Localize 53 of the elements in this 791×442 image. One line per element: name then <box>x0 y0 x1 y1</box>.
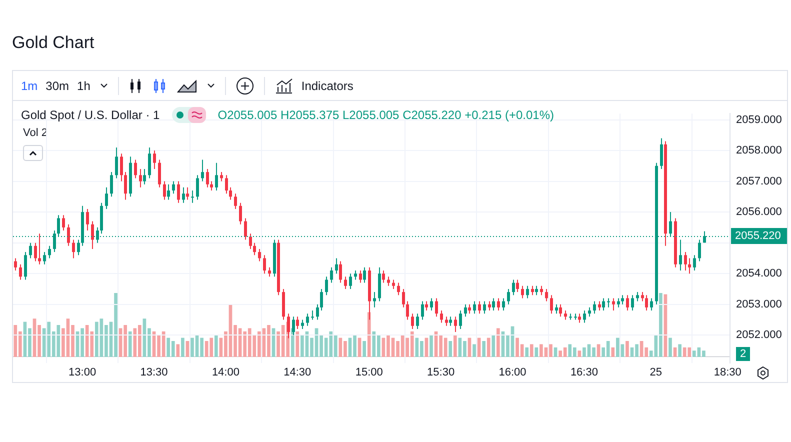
y-tick-label: 2056.000 <box>736 206 782 218</box>
text: Indicators <box>301 78 354 92</box>
bar <box>186 341 190 357</box>
y-tick-label: 2054.000 <box>736 268 782 280</box>
bar <box>626 341 629 357</box>
x-tick-label: 15:00 <box>355 366 383 378</box>
bar <box>472 344 476 357</box>
bar <box>611 347 615 357</box>
y-tick-label: 2058.000 <box>736 144 782 157</box>
bar <box>668 338 672 357</box>
bar <box>596 344 600 357</box>
y-tick-label: 2052.000 <box>736 329 782 342</box>
y-tick-label: 2059.000 <box>736 114 782 126</box>
bar <box>296 331 300 357</box>
text: 2 <box>736 347 750 361</box>
bar <box>530 344 534 357</box>
annotation: O2055.005 H2055.375 L2055.005 C2055.220 +0.215 (+0.01%) <box>218 108 554 122</box>
bar <box>128 331 132 357</box>
bar <box>362 341 366 357</box>
x-tick-label: 16:30 <box>570 366 598 378</box>
chart-title: Gold Chart <box>12 33 94 53</box>
candlestick <box>191 190 194 203</box>
bar <box>181 338 184 357</box>
x-tick-label: 25 <box>650 366 662 378</box>
bar <box>525 347 529 357</box>
y-tick-label: 2057.000 <box>736 175 782 188</box>
bar <box>367 312 371 357</box>
y-tick-label: 2053.000 <box>736 298 782 310</box>
bar <box>496 328 500 357</box>
bar <box>486 338 490 357</box>
chart-subtitle: Gold Spot / U.S. Dollar · 1 <box>21 108 160 122</box>
bar <box>214 334 218 357</box>
text: 30m <box>46 78 70 92</box>
x-tick-label: 14:30 <box>284 366 312 378</box>
x-tick-label: 13:30 <box>140 366 168 378</box>
ref-line-label: 2055.220 <box>735 230 781 242</box>
bar <box>578 350 582 357</box>
x-tick-label: 13:00 <box>68 366 96 378</box>
bar <box>482 341 486 357</box>
x-tick-label: 15:30 <box>427 366 455 378</box>
bar <box>453 334 457 357</box>
bar <box>534 347 538 357</box>
bar <box>176 344 180 357</box>
bar <box>492 334 496 357</box>
candlestick <box>607 298 610 308</box>
x-tick-label: 16:00 <box>498 366 526 378</box>
bar <box>678 344 682 357</box>
text: 1m <box>21 78 38 92</box>
bar <box>448 341 452 357</box>
x-tick-label: 18:30 <box>714 366 742 378</box>
bar <box>430 334 433 357</box>
text: 1h <box>77 78 90 92</box>
x-tick-label: 14:00 <box>212 366 240 378</box>
